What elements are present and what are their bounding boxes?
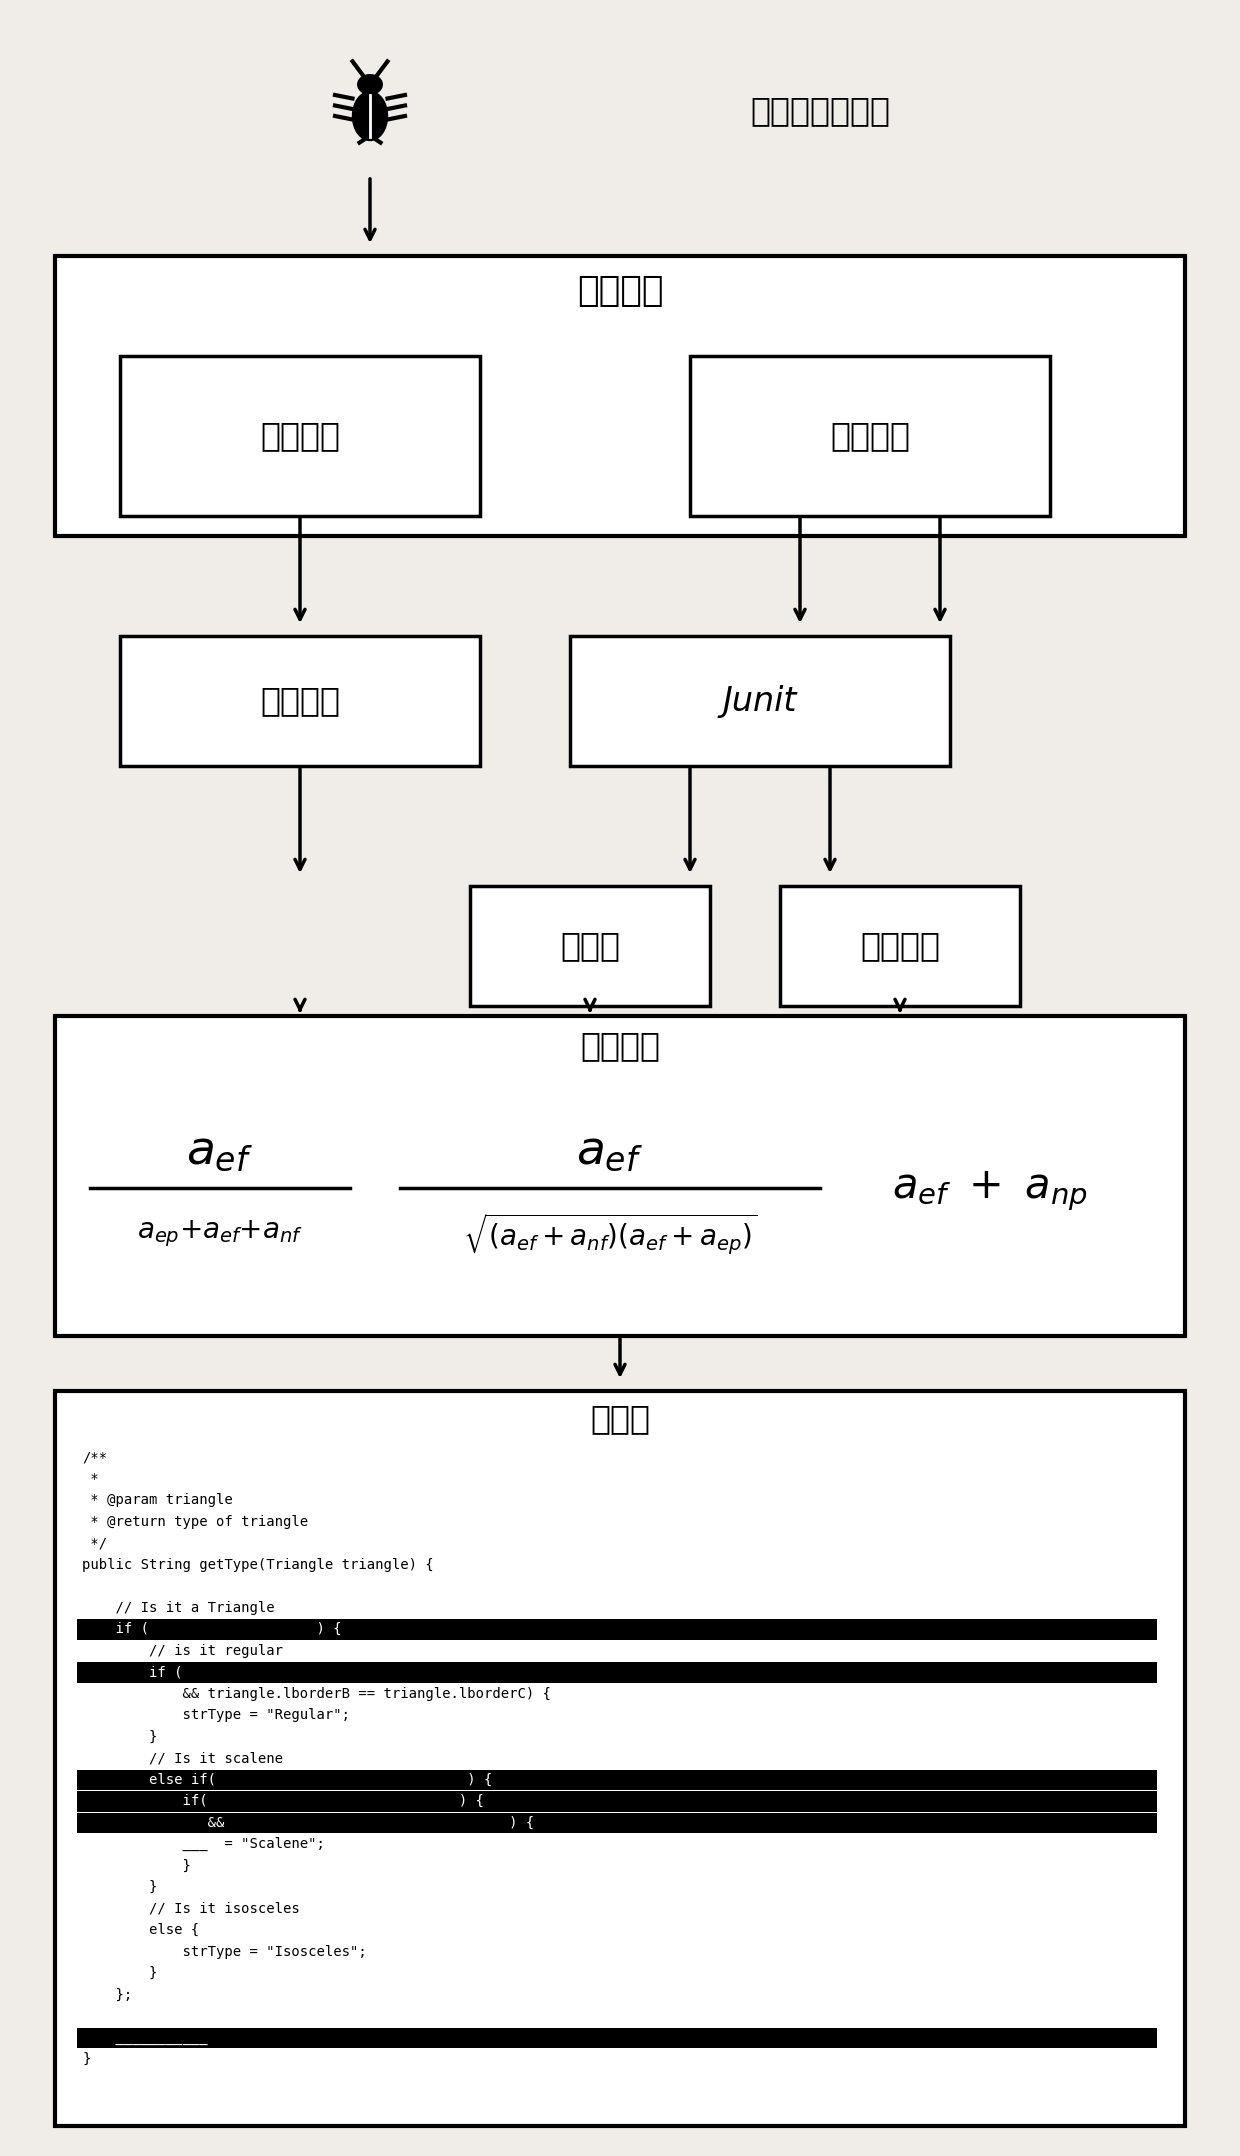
Text: else {: else { <box>82 1923 200 1936</box>
Text: if (                    ) {: if ( ) { <box>82 1621 342 1636</box>
FancyBboxPatch shape <box>55 257 1185 537</box>
Text: }: } <box>82 1729 157 1744</box>
Ellipse shape <box>352 91 387 140</box>
Text: $a_{ef}$: $a_{ef}$ <box>577 1128 644 1173</box>
Text: 频谱分析: 频谱分析 <box>580 1031 660 1063</box>
FancyBboxPatch shape <box>120 636 480 765</box>
Text: && triangle.lborderB == triangle.lborderC) {: && triangle.lborderB == triangle.lborder… <box>82 1686 551 1701</box>
Text: 动态分析: 动态分析 <box>830 420 910 453</box>
Text: */: */ <box>82 1535 107 1550</box>
Text: $a_{ep}$$+$$a_{ef}$$+$$a_{nf}$: $a_{ep}$$+$$a_{ef}$$+$$a_{nf}$ <box>138 1218 303 1248</box>
FancyBboxPatch shape <box>77 1813 1157 1833</box>
Text: if(                              ) {: if( ) { <box>82 1794 484 1809</box>
Text: ___________: ___________ <box>82 2031 207 2044</box>
Text: $a_{ef}$: $a_{ef}$ <box>186 1128 253 1173</box>
FancyBboxPatch shape <box>780 886 1021 1007</box>
Text: &&                                  ) {: && ) { <box>82 1815 534 1830</box>
Text: * @param triangle: * @param triangle <box>82 1494 233 1507</box>
FancyBboxPatch shape <box>77 1662 1157 1684</box>
Text: public String getType(Triangle triangle) {: public String getType(Triangle triangle)… <box>82 1557 434 1572</box>
Text: ___  = "Scalene";: ___ = "Scalene"; <box>82 1837 325 1852</box>
Text: 可视化: 可视化 <box>590 1404 650 1436</box>
Text: }: } <box>82 1880 157 1895</box>
Text: }: } <box>82 2053 91 2065</box>
Text: // is it regular: // is it regular <box>82 1643 283 1658</box>
Text: *: * <box>82 1473 99 1485</box>
FancyBboxPatch shape <box>77 1770 1157 1789</box>
Text: if (: if ( <box>82 1664 350 1680</box>
Text: // Is it scalene: // Is it scalene <box>82 1751 283 1766</box>
FancyBboxPatch shape <box>570 636 950 765</box>
Ellipse shape <box>358 75 382 95</box>
Text: $a_{ef}\ +\ a_{np}$: $a_{ef}\ +\ a_{np}$ <box>892 1169 1087 1214</box>
Text: $\sqrt{(a_{ef}+a_{nf})(a_{ef}+a_{ep})}$: $\sqrt{(a_{ef}+a_{nf})(a_{ef}+a_{ep})}$ <box>463 1212 758 1257</box>
Text: }: } <box>82 1858 191 1874</box>
Text: };: }; <box>82 1988 133 2001</box>
FancyBboxPatch shape <box>55 1391 1185 2126</box>
Text: 静态分析: 静态分析 <box>260 420 340 453</box>
FancyBboxPatch shape <box>55 1015 1185 1337</box>
Text: }: } <box>82 1966 157 1979</box>
FancyBboxPatch shape <box>689 356 1050 515</box>
Text: Junit: Junit <box>723 683 797 718</box>
Text: strType = "Regular";: strType = "Regular"; <box>82 1708 350 1723</box>
Text: strType = "Isosceles";: strType = "Isosceles"; <box>82 1945 367 1958</box>
FancyBboxPatch shape <box>77 1619 1157 1641</box>
FancyBboxPatch shape <box>77 1792 1157 1811</box>
Text: * @return type of triangle: * @return type of triangle <box>82 1514 308 1529</box>
FancyBboxPatch shape <box>77 2029 1157 2048</box>
Text: 执行结果: 执行结果 <box>861 929 940 962</box>
Text: /**: /** <box>82 1451 107 1464</box>
FancyBboxPatch shape <box>120 356 480 515</box>
Text: 分析工具: 分析工具 <box>577 274 663 308</box>
Text: else if(                              ) {: else if( ) { <box>82 1772 492 1787</box>
Text: // Is it isosceles: // Is it isosceles <box>82 1902 300 1915</box>
Text: 包含缺陷的程序: 包含缺陷的程序 <box>750 95 890 127</box>
Text: 覆盖率: 覆盖率 <box>560 929 620 962</box>
FancyBboxPatch shape <box>470 886 711 1007</box>
Text: 静态分析: 静态分析 <box>260 683 340 718</box>
Text: // Is it a Triangle: // Is it a Triangle <box>82 1600 274 1615</box>
